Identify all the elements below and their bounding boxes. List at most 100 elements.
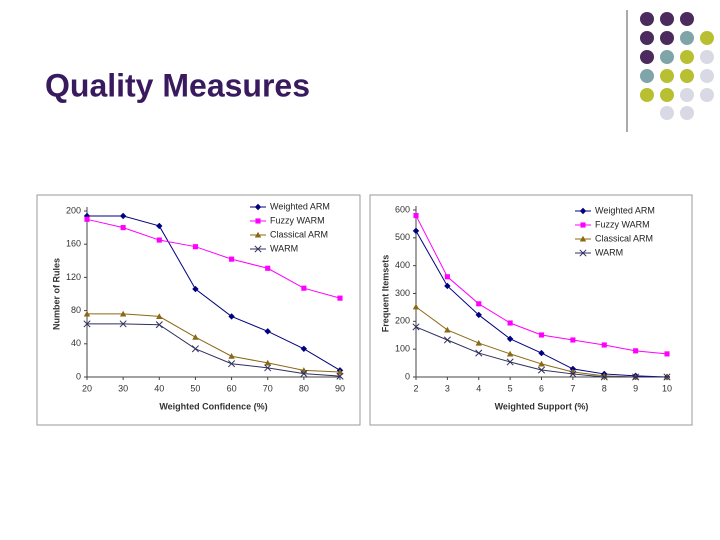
x-tick-label: 9 <box>633 383 638 393</box>
marker <box>120 225 126 231</box>
x-tick-label: 4 <box>476 383 481 393</box>
chart-frame <box>369 194 693 426</box>
marker <box>119 310 127 317</box>
marker <box>444 326 451 333</box>
marker <box>412 303 420 310</box>
marker <box>191 345 199 353</box>
marker <box>664 351 670 357</box>
marker <box>579 249 587 257</box>
marker <box>156 222 163 230</box>
marker <box>413 213 419 219</box>
legend-label: Fuzzy WARM <box>270 215 325 225</box>
y-tick-label: 200 <box>395 316 410 326</box>
marker <box>579 207 587 215</box>
marker <box>538 349 545 357</box>
series-line <box>87 215 341 371</box>
x-tick-label: 8 <box>602 383 607 393</box>
y-tick-label: 0 <box>76 371 81 381</box>
marker <box>156 237 162 243</box>
y-tick-label: 160 <box>66 239 81 249</box>
legend-label: WARM <box>270 243 298 253</box>
marker <box>254 203 262 211</box>
decoration <box>626 10 714 132</box>
marker <box>336 368 344 375</box>
x-axis-title: Weighted Confidence (%) <box>159 401 267 411</box>
marker <box>507 320 513 326</box>
marker <box>538 360 545 367</box>
legend-label: Classical ARM <box>270 229 328 239</box>
marker <box>412 227 420 235</box>
marker <box>119 320 127 328</box>
marker <box>412 323 420 331</box>
marker <box>119 212 127 220</box>
y-tick-label: 80 <box>71 305 81 315</box>
slide-title: Quality Measures <box>45 67 310 103</box>
marker <box>229 256 235 262</box>
marker <box>192 333 199 340</box>
marker <box>155 321 163 329</box>
marker <box>663 373 671 381</box>
legend-label: Weighted ARM <box>595 205 655 215</box>
x-tick-label: 70 <box>263 383 273 393</box>
x-tick-label: 60 <box>227 383 237 393</box>
marker <box>264 328 271 335</box>
marker <box>506 350 514 357</box>
marker <box>506 335 514 343</box>
legend-label: Classical ARM <box>595 233 653 243</box>
marker <box>475 339 482 346</box>
marker <box>444 274 450 280</box>
marker <box>569 370 577 378</box>
marker <box>83 310 91 317</box>
marker <box>443 336 451 344</box>
marker <box>538 332 545 338</box>
marker <box>192 285 199 293</box>
y-tick-label: 100 <box>395 344 410 354</box>
marker <box>570 337 576 343</box>
marker <box>254 245 262 253</box>
x-tick-label: 90 <box>335 383 345 393</box>
marker <box>83 320 91 328</box>
marker <box>156 313 163 319</box>
x-tick-label: 5 <box>508 383 513 393</box>
marker <box>506 358 514 366</box>
y-tick-label: 0 <box>405 371 410 381</box>
legend-label: WARM <box>595 247 623 257</box>
legend-label: Fuzzy WARM <box>595 219 650 229</box>
marker <box>475 311 482 319</box>
series-line <box>87 323 341 377</box>
marker <box>255 218 261 224</box>
x-tick-label: 2 <box>413 383 418 393</box>
marker <box>265 265 271 271</box>
x-tick-label: 80 <box>299 383 309 393</box>
x-tick-label: 50 <box>190 383 200 393</box>
chart-frame <box>36 194 361 426</box>
marker <box>192 244 198 250</box>
series-line <box>86 218 341 299</box>
marker <box>632 373 640 381</box>
x-tick-label: 20 <box>82 383 92 393</box>
marker <box>475 349 483 357</box>
x-axis-title: Weighted Support (%) <box>495 401 589 411</box>
marker <box>600 373 608 381</box>
marker <box>300 345 308 352</box>
marker <box>300 370 308 378</box>
y-axis-title: Frequent Itemsets <box>380 255 390 333</box>
marker <box>580 222 586 228</box>
y-tick-label: 200 <box>66 205 81 215</box>
x-tick-label: 7 <box>570 383 575 393</box>
marker <box>228 313 235 320</box>
marker <box>601 342 607 348</box>
y-axis-title: Number of Rules <box>51 258 61 330</box>
y-tick-label: 40 <box>71 338 81 348</box>
marker <box>336 372 344 380</box>
marker <box>301 285 307 291</box>
y-tick-label: 400 <box>395 260 410 270</box>
x-tick-label: 6 <box>539 383 544 393</box>
marker <box>84 216 90 222</box>
marker <box>476 301 482 307</box>
marker <box>337 295 343 301</box>
marker <box>264 359 271 366</box>
marker <box>537 366 546 374</box>
x-tick-label: 3 <box>445 383 450 393</box>
